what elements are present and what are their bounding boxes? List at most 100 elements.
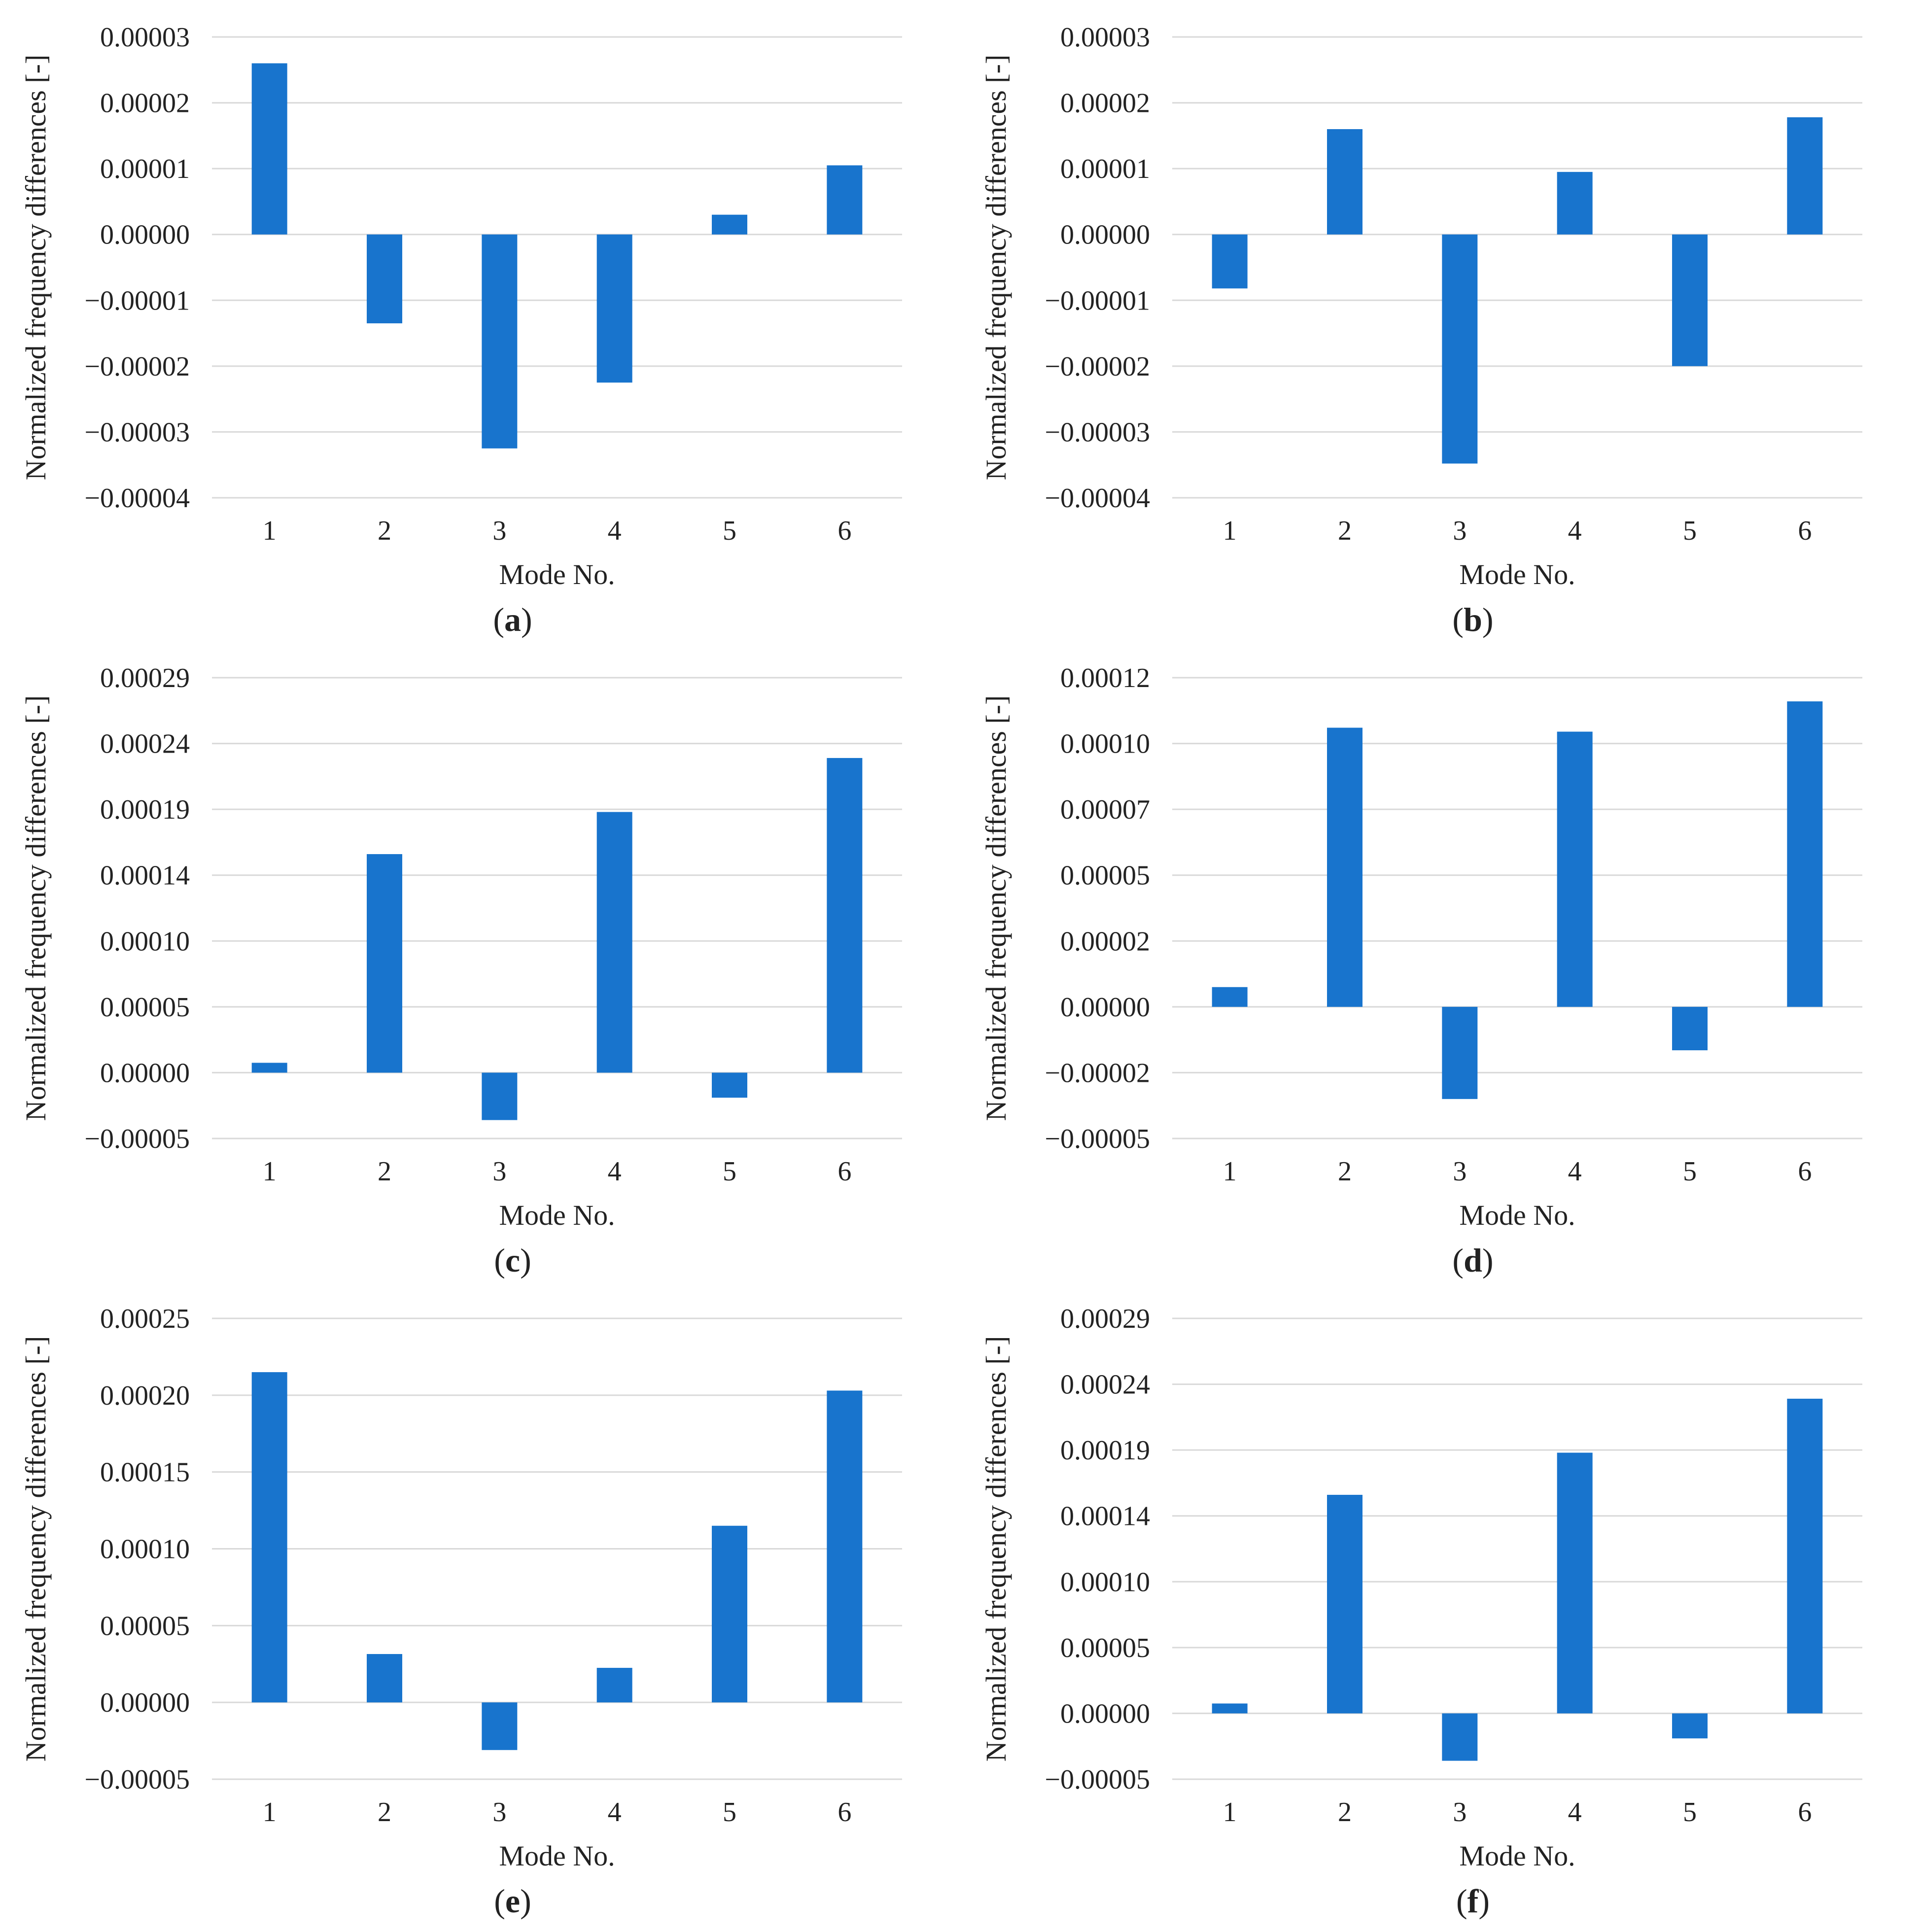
y-tick-label: 0.00002 (100, 88, 190, 119)
x-tick-label: 2 (1338, 516, 1352, 546)
x-tick-label: 5 (723, 1797, 736, 1828)
x-axis-title: Mode No. (1459, 558, 1575, 590)
x-tick-label: 1 (263, 1797, 277, 1828)
y-tick-label: −0.00005 (1045, 1124, 1150, 1154)
x-tick-label: 3 (492, 516, 506, 546)
bar-mode-4 (1557, 1452, 1593, 1714)
y-tick-label: 0.00000 (100, 1058, 190, 1088)
panel-caption: (a) (493, 601, 532, 638)
x-tick-label: 5 (723, 1156, 736, 1187)
caption-letter: c (505, 1242, 520, 1279)
y-tick-label: 0.00010 (100, 926, 190, 957)
y-tick-label: 0.00010 (1060, 1567, 1150, 1597)
y-tick-label: −0.00005 (84, 1124, 190, 1154)
y-tick-label: 0.00007 (1060, 794, 1150, 825)
x-tick-label: 2 (378, 516, 391, 546)
x-tick-labels: 1 2 3 4 5 6 (263, 1797, 852, 1828)
y-tick-label: −0.00005 (1045, 1764, 1150, 1795)
x-tick-label: 3 (1453, 1797, 1467, 1828)
x-axis-title: Mode No. (499, 1199, 615, 1231)
y-tick-label: −0.00002 (1045, 351, 1150, 382)
bars (1212, 117, 1823, 464)
bar-mode-3 (482, 234, 518, 448)
y-tick-label: 0.00002 (1060, 88, 1150, 119)
y-tick-label: 0.00029 (100, 663, 190, 693)
y-tick-label: 0.00024 (1060, 1370, 1150, 1400)
chart-panel-c: 0.00029 0.00024 0.00019 0.00014 0.00010 0.000… (20, 663, 902, 1279)
x-tick-label: 6 (1798, 516, 1812, 546)
bar-mode-1 (1212, 234, 1248, 289)
bars (1212, 1398, 1823, 1761)
y-tick-label: 0.00005 (100, 992, 190, 1023)
y-axis-title: Normalized frequency differences [-] (980, 55, 1012, 481)
bar-mode-6 (827, 758, 863, 1073)
y-tick-label: 0.00010 (100, 1534, 190, 1565)
bar-mode-5 (712, 1525, 747, 1703)
x-tick-label: 5 (1683, 1156, 1697, 1187)
x-tick-label: 3 (492, 1797, 506, 1828)
x-tick-label: 1 (263, 1156, 277, 1187)
gridlines (1172, 677, 1862, 1139)
y-tick-label: 0.00029 (1060, 1304, 1150, 1334)
x-tick-label: 4 (608, 1156, 622, 1187)
bar-mode-5 (712, 1072, 747, 1098)
bar-mode-5 (1672, 1713, 1708, 1739)
bar-mode-4 (596, 1668, 632, 1703)
x-tick-labels: 1 2 3 4 5 6 (263, 1156, 852, 1187)
bar-mode-6 (827, 165, 863, 235)
gridlines (212, 1317, 902, 1780)
y-tick-label: 0.00000 (100, 220, 190, 250)
y-tick-labels: 0.00029 0.00024 0.00019 0.00014 0.00010 0.000… (84, 663, 190, 1154)
y-tick-label: 0.00005 (1060, 1633, 1150, 1663)
y-tick-label: 0.00000 (1060, 992, 1150, 1023)
x-tick-label: 3 (492, 1156, 506, 1187)
y-tick-label: 0.00012 (1060, 663, 1150, 693)
bar-mode-2 (1327, 1494, 1362, 1714)
panel-caption: (c) (494, 1242, 531, 1279)
bar-mode-3 (1442, 1713, 1478, 1761)
caption-letter: d (1464, 1242, 1482, 1279)
y-tick-label: −0.00001 (1045, 285, 1150, 316)
x-tick-label: 4 (608, 516, 622, 546)
bar-mode-3 (1442, 234, 1478, 464)
x-tick-label: 5 (723, 516, 736, 546)
y-tick-label: 0.00014 (1060, 1501, 1150, 1532)
y-tick-label: −0.00002 (84, 351, 190, 382)
x-tick-label: 5 (1683, 1797, 1697, 1828)
bar-mode-6 (1787, 701, 1823, 1007)
y-tick-label: −0.00001 (84, 285, 190, 316)
panel-caption: (b) (1452, 601, 1493, 638)
x-tick-label: 4 (1568, 1797, 1582, 1828)
x-tick-label: 6 (838, 1156, 851, 1187)
y-tick-label: −0.00004 (1045, 483, 1150, 514)
y-tick-label: 0.00019 (100, 794, 190, 825)
bar-mode-2 (1327, 129, 1362, 235)
chart-panel-f: 0.00029 0.00024 0.00019 0.00014 0.00010 0.000… (980, 1304, 1862, 1920)
bar-mode-2 (1327, 727, 1362, 1007)
x-tick-label: 6 (838, 516, 851, 546)
x-axis-title: Mode No. (499, 558, 615, 590)
x-tick-label: 5 (1683, 516, 1697, 546)
x-tick-label: 4 (608, 1797, 622, 1828)
bars (251, 63, 863, 448)
caption-letter: e (505, 1882, 520, 1920)
bar-mode-1 (1212, 1703, 1248, 1714)
y-axis-title: Normalized frequency differences [-] (20, 695, 52, 1121)
bar-mode-6 (827, 1390, 863, 1703)
bars (251, 1372, 863, 1750)
bar-mode-5 (712, 214, 747, 235)
panel-caption: (e) (494, 1882, 531, 1920)
bar-mode-2 (367, 234, 402, 324)
y-tick-label: −0.00004 (84, 483, 190, 514)
chart-panel-b: 0.00003 0.00002 0.00001 0.00000 −0.00001 −0.0… (980, 22, 1862, 638)
bar-mode-4 (1557, 731, 1593, 1007)
y-tick-label: 0.00019 (1060, 1435, 1150, 1466)
y-tick-label: −0.00005 (84, 1764, 190, 1795)
x-tick-labels: 1 2 3 4 5 6 (1223, 1156, 1812, 1187)
x-tick-label: 1 (1223, 516, 1237, 546)
y-tick-label: 0.00015 (100, 1457, 190, 1488)
y-tick-label: 0.00003 (1060, 22, 1150, 53)
x-tick-label: 2 (1338, 1797, 1352, 1828)
bar-mode-4 (596, 234, 632, 383)
